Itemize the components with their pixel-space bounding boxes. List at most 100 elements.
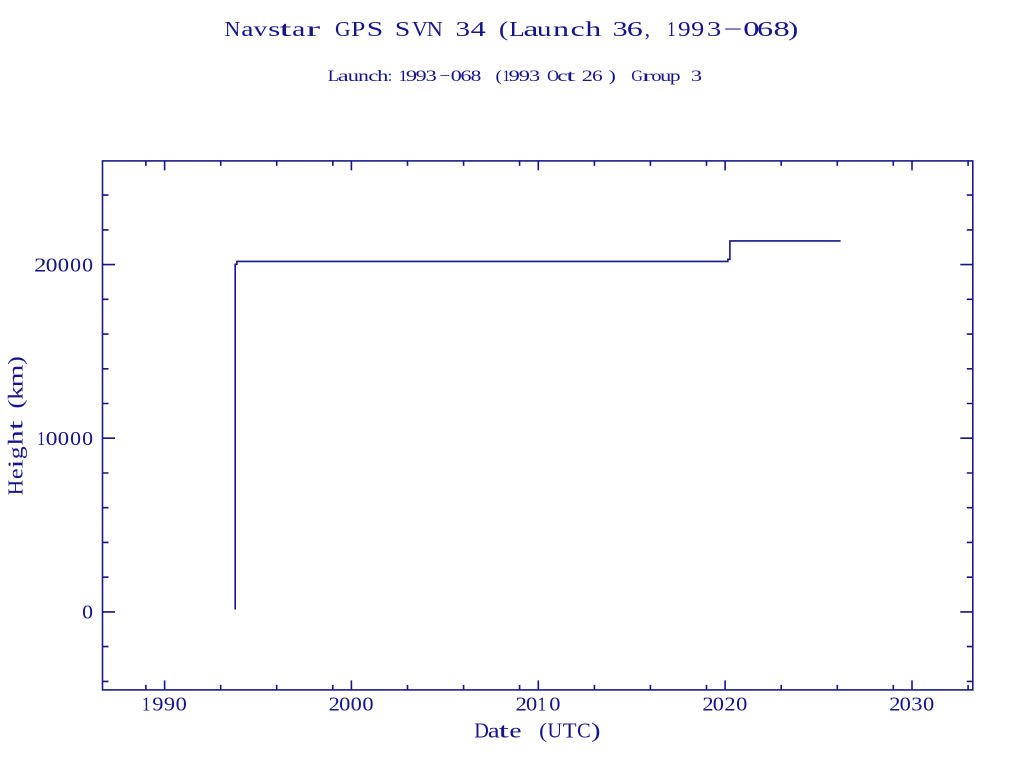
svg-text:6: 6 xyxy=(627,17,643,41)
svg-text:9: 9 xyxy=(519,66,530,85)
svg-text:1: 1 xyxy=(399,66,408,85)
svg-text:(: ( xyxy=(539,718,547,742)
svg-text:9: 9 xyxy=(416,66,427,85)
svg-text:9: 9 xyxy=(691,17,704,41)
svg-text:m: m xyxy=(4,365,28,388)
svg-text:9: 9 xyxy=(509,66,520,85)
svg-text:i: i xyxy=(4,459,28,468)
svg-text:6: 6 xyxy=(460,66,471,85)
svg-text:e: e xyxy=(509,718,521,742)
svg-text:a: a xyxy=(488,718,501,742)
svg-text:U: U xyxy=(548,718,563,742)
svg-text:0: 0 xyxy=(82,254,93,276)
svg-text:v: v xyxy=(254,17,268,41)
svg-text:c: c xyxy=(557,66,567,85)
svg-text:T: T xyxy=(563,718,577,742)
svg-text:c: c xyxy=(571,17,585,41)
svg-text:−: − xyxy=(724,17,743,41)
svg-text:V: V xyxy=(412,17,428,41)
svg-text:3: 3 xyxy=(613,17,628,41)
svg-text:): ) xyxy=(788,17,798,41)
svg-text:1: 1 xyxy=(37,428,45,450)
svg-text:2: 2 xyxy=(889,694,900,716)
svg-text:n: n xyxy=(553,17,570,41)
svg-text:h: h xyxy=(4,430,28,446)
svg-text:t: t xyxy=(499,718,509,742)
svg-text:−: − xyxy=(439,66,450,85)
svg-text:0: 0 xyxy=(82,602,93,624)
svg-text:1: 1 xyxy=(667,17,675,41)
svg-text:S: S xyxy=(367,17,384,41)
svg-text:u: u xyxy=(537,17,552,41)
svg-text:L: L xyxy=(509,17,525,41)
svg-text:0: 0 xyxy=(549,694,560,716)
svg-text:2: 2 xyxy=(34,254,46,276)
svg-text:3: 3 xyxy=(456,17,471,41)
svg-text:6: 6 xyxy=(757,17,773,41)
svg-text:N: N xyxy=(225,17,241,41)
svg-text:n: n xyxy=(358,66,369,85)
svg-text:0: 0 xyxy=(176,694,187,716)
svg-text:1: 1 xyxy=(142,694,151,716)
svg-text:P: P xyxy=(351,17,365,41)
svg-text:3: 3 xyxy=(691,66,702,85)
svg-text:0: 0 xyxy=(713,694,724,716)
svg-text:G: G xyxy=(631,66,643,85)
svg-text:O: O xyxy=(547,66,559,85)
svg-text:S: S xyxy=(395,17,410,41)
svg-text:a: a xyxy=(241,17,254,41)
svg-text:G: G xyxy=(335,17,351,41)
svg-text:1: 1 xyxy=(502,66,510,85)
svg-text:0: 0 xyxy=(339,694,350,716)
svg-text:2: 2 xyxy=(329,694,340,716)
svg-text:0: 0 xyxy=(82,428,93,450)
svg-text:(: ( xyxy=(499,17,508,41)
svg-text:3: 3 xyxy=(707,17,721,41)
svg-text:o: o xyxy=(651,66,661,85)
svg-text:s: s xyxy=(268,17,280,41)
svg-text:t: t xyxy=(566,66,576,85)
svg-text:u: u xyxy=(348,66,359,85)
svg-text:0: 0 xyxy=(923,694,934,716)
svg-text:L: L xyxy=(328,66,339,85)
svg-text:a: a xyxy=(523,17,539,41)
svg-text:a: a xyxy=(338,66,349,85)
svg-text:6: 6 xyxy=(592,66,603,85)
svg-text:8: 8 xyxy=(471,66,482,85)
svg-text:9: 9 xyxy=(678,17,691,41)
svg-text:0: 0 xyxy=(362,694,373,716)
svg-text:e: e xyxy=(4,468,28,479)
svg-text:9: 9 xyxy=(152,694,163,716)
svg-text:9: 9 xyxy=(164,694,175,716)
svg-text:t: t xyxy=(4,420,28,430)
svg-text:0: 0 xyxy=(46,254,58,276)
svg-text:): ) xyxy=(4,356,28,365)
svg-text:0: 0 xyxy=(743,17,759,41)
svg-text:k: k xyxy=(4,386,28,400)
svg-text:0: 0 xyxy=(70,254,81,276)
svg-text:h: h xyxy=(585,17,602,41)
svg-text:0: 0 xyxy=(70,428,81,450)
svg-text:g: g xyxy=(4,446,28,459)
svg-text:0: 0 xyxy=(900,694,911,716)
svg-text:): ) xyxy=(591,718,600,742)
svg-text:t: t xyxy=(279,17,292,41)
svg-text:p: p xyxy=(670,66,681,85)
svg-text:c: c xyxy=(368,66,378,85)
svg-text:a: a xyxy=(292,17,306,41)
svg-text:2: 2 xyxy=(724,694,735,716)
svg-text:r: r xyxy=(306,17,320,41)
svg-text:0: 0 xyxy=(46,428,58,450)
svg-text:0: 0 xyxy=(736,694,747,716)
svg-text:0: 0 xyxy=(451,66,462,85)
svg-text:0: 0 xyxy=(526,694,537,716)
svg-text:2: 2 xyxy=(516,694,527,716)
svg-text:3: 3 xyxy=(529,66,540,85)
svg-text:0: 0 xyxy=(58,428,69,450)
svg-text::: : xyxy=(388,66,392,85)
svg-text:u: u xyxy=(660,66,671,85)
svg-text:1: 1 xyxy=(538,694,547,716)
svg-text:r: r xyxy=(642,66,654,85)
svg-text:2: 2 xyxy=(582,66,593,85)
svg-text:4: 4 xyxy=(471,17,487,41)
